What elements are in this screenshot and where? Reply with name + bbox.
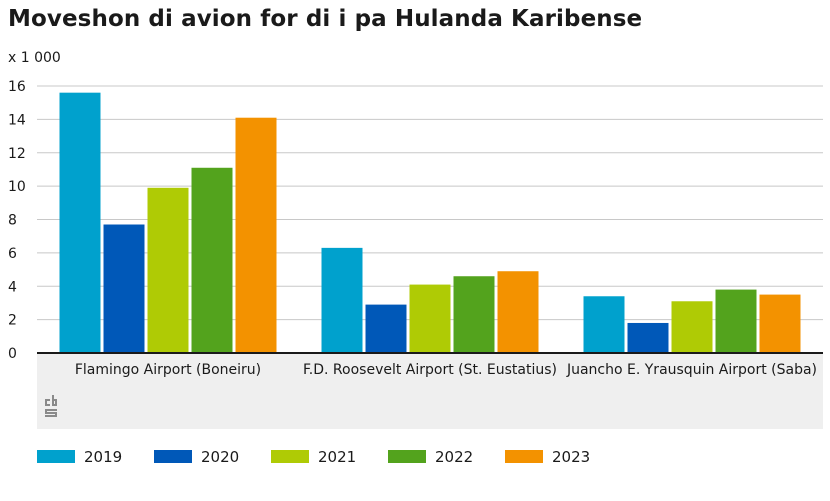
legend-label: 2019	[84, 448, 122, 466]
y-tick-label: 10	[8, 179, 26, 195]
bar	[147, 187, 189, 353]
category-label: Flamingo Airport (Boneiru)	[75, 362, 261, 378]
bar	[497, 271, 539, 353]
cbs-logo-stroke	[45, 404, 50, 406]
category-label: F.D. Roosevelt Airport (St. Eustatius)	[303, 362, 557, 378]
bar	[59, 92, 101, 354]
y-tick-label: 16	[8, 79, 26, 95]
legend-swatch	[271, 450, 309, 463]
legend-label: 2023	[552, 448, 590, 466]
legend-swatch	[37, 450, 75, 463]
legend-label: 2022	[435, 448, 473, 466]
y-tick-label: 12	[8, 146, 26, 162]
cbs-logo-stroke	[45, 409, 57, 411]
bar	[235, 117, 277, 353]
cbs-logo-stroke	[55, 412, 57, 416]
legend-label: 2020	[201, 448, 239, 466]
cbs-logo-stroke	[45, 399, 47, 406]
cbs-logo-stroke	[52, 404, 57, 406]
y-tick-label: 0	[8, 346, 17, 362]
bar	[759, 294, 801, 353]
bar	[627, 322, 669, 353]
bar	[191, 167, 233, 353]
legend-label: 2021	[318, 448, 356, 466]
cbs-logo-stroke	[45, 412, 57, 414]
y-tick-label: 8	[8, 213, 17, 229]
chart-title: Moveshon di avion for di i pa Hulanda Ka…	[8, 6, 643, 32]
bar	[409, 284, 451, 353]
cbs-logo-stroke	[45, 409, 47, 413]
y-tick-label: 14	[8, 112, 26, 128]
bar	[453, 276, 495, 353]
category-label: Juancho E. Yrausquin Airport (Saba)	[566, 362, 817, 378]
y-axis-tick-labels: 0 2 4 6 8 10 12 14 16	[8, 79, 26, 362]
cbs-logo-stroke	[45, 399, 50, 401]
y-tick-label: 6	[8, 246, 17, 262]
bar	[671, 301, 713, 353]
cbs-logo-stroke	[55, 399, 57, 406]
bars	[59, 92, 801, 354]
y-tick-label: 4	[8, 279, 17, 295]
bar	[583, 296, 625, 353]
y-tick-label: 2	[8, 313, 17, 329]
legend: 2019 2020 2021 2022 2023	[37, 448, 590, 466]
cbs-logo	[45, 395, 57, 417]
bar	[715, 289, 757, 353]
gridlines	[37, 85, 823, 321]
bar	[321, 247, 363, 353]
category-labels: Flamingo Airport (Boneiru) F.D. Roosevelt…	[75, 362, 817, 378]
legend-swatch	[154, 450, 192, 463]
cbs-logo-stroke	[52, 399, 57, 401]
category-label-band	[37, 353, 823, 429]
bar	[365, 304, 407, 353]
legend-swatch	[505, 450, 543, 463]
bar	[103, 224, 145, 353]
cbs-logo-stroke	[45, 415, 57, 417]
legend-swatch	[388, 450, 426, 463]
y-axis-unit-label: x 1 000	[8, 50, 61, 66]
